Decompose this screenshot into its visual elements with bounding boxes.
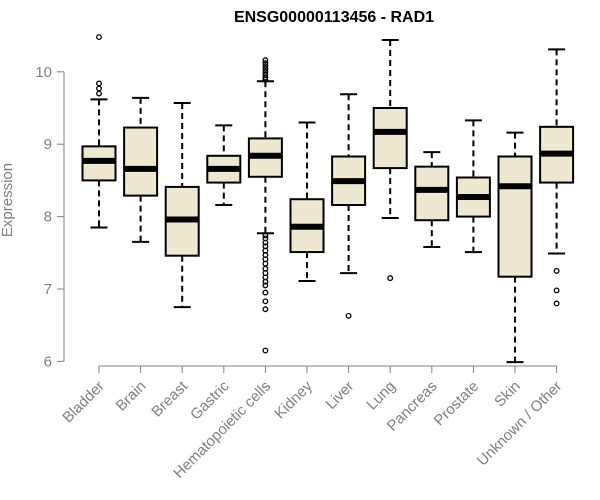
- outlier-point: [262, 68, 269, 75]
- y-axis: 6 7 8 9 10: [35, 64, 65, 370]
- x-tick-label: Liver: [322, 378, 357, 413]
- outlier-point: [387, 275, 394, 282]
- box-unknown-other: [539, 48, 575, 307]
- y-tick-label: 10: [35, 64, 52, 81]
- box-gastric: [206, 124, 242, 207]
- outlier-point: [262, 298, 269, 305]
- outlier-point: [262, 278, 269, 285]
- outlier-point: [553, 287, 560, 294]
- x-tick-label: Bladder: [59, 378, 108, 427]
- outlier-point: [553, 300, 560, 307]
- box-hematopoietic-cells: [247, 57, 283, 354]
- outlier-point: [262, 347, 269, 354]
- box-bladder: [81, 34, 117, 229]
- outlier-point: [262, 74, 269, 81]
- x-tick-label: Kidney: [271, 377, 316, 422]
- box-kidney: [289, 121, 325, 283]
- box-breast: [164, 101, 200, 309]
- x-tick-label: Breast: [148, 377, 191, 420]
- outlier-point: [553, 267, 560, 274]
- outlier-point: [96, 34, 102, 41]
- outlier-point: [96, 80, 102, 87]
- outlier-point: [262, 63, 269, 69]
- box-skin: [497, 131, 533, 364]
- x-tick-label: Brain: [113, 378, 150, 415]
- chart-title: ENSG00000113456 - RAD1: [234, 9, 434, 26]
- outlier-point: [262, 289, 269, 296]
- box-pancreas: [414, 151, 450, 249]
- outlier-point: [262, 232, 269, 239]
- outlier-point: [262, 76, 269, 83]
- outlier-point: [262, 65, 269, 72]
- outlier-point: [96, 90, 102, 97]
- outlier-point: [262, 282, 269, 289]
- outlier-point: [262, 239, 269, 246]
- x-tick-label: Prostate: [431, 378, 483, 430]
- y-tick-label: 6: [44, 353, 52, 370]
- outlier-point: [262, 60, 269, 67]
- iqr-box: [497, 155, 533, 278]
- boxes-group: [81, 34, 575, 364]
- y-tick-label: 7: [44, 281, 52, 298]
- box-lung: [372, 38, 408, 282]
- x-tick-label: Skin: [491, 378, 524, 411]
- box-liver: [331, 93, 367, 319]
- outlier-point: [262, 306, 269, 313]
- iqr-box: [372, 107, 408, 170]
- y-tick-label: 9: [44, 136, 52, 153]
- outlier-point: [345, 312, 352, 319]
- outlier-point: [96, 85, 102, 92]
- box-brain: [123, 96, 159, 243]
- x-tick-label: Lung: [363, 378, 399, 414]
- y-tick-label: 8: [44, 209, 52, 226]
- iqr-box: [123, 126, 159, 197]
- iqr-box: [414, 165, 450, 222]
- y-axis-label: Expression: [0, 163, 16, 237]
- outlier-point: [262, 57, 269, 64]
- box-prostate: [455, 119, 491, 254]
